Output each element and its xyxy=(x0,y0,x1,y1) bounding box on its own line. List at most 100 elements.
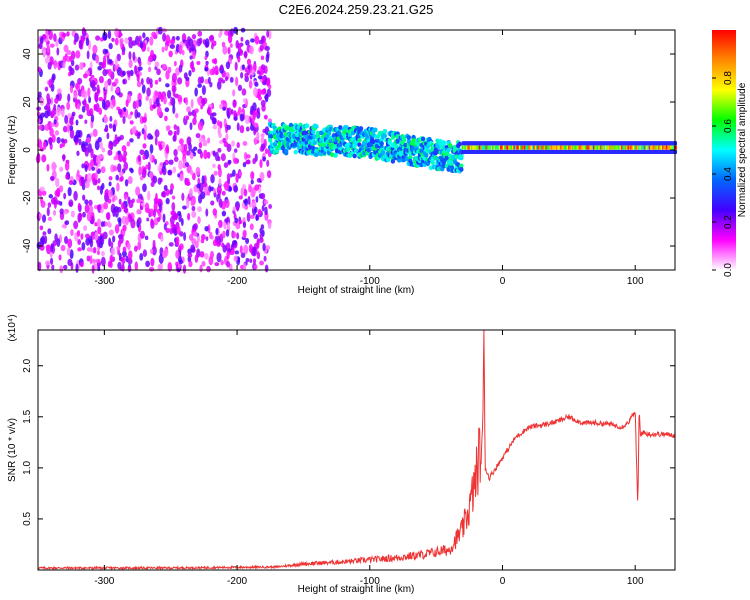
heatmap-cell xyxy=(226,107,230,117)
heatmap-cell xyxy=(157,208,161,216)
heatmap-cell xyxy=(84,164,88,172)
heatmap-cell xyxy=(149,152,153,162)
heatmap-cell xyxy=(170,39,176,45)
heatmap-cell xyxy=(189,122,193,131)
heatmap-cell xyxy=(149,248,154,254)
heatmap-cell xyxy=(249,45,254,55)
heatmap-cell xyxy=(197,177,201,185)
heatmap-cell xyxy=(135,186,141,196)
heatmap-cell xyxy=(161,166,165,173)
heatmap-cell xyxy=(85,37,90,47)
heatmap-cell xyxy=(43,140,47,150)
heatmap-cell xyxy=(201,175,205,185)
heatmap-cell xyxy=(163,95,167,105)
spectrogram-x-axis-label: Height of straight line (km) xyxy=(298,285,415,296)
heatmap-cell xyxy=(154,136,158,146)
heatmap-cell xyxy=(166,89,172,99)
heatmap-cell xyxy=(107,221,111,227)
heatmap-cell xyxy=(224,199,230,208)
colorbar-gradient xyxy=(712,30,736,270)
colorbar-ticks: 0.0 0.2 0.4 0.6 0.8 xyxy=(712,71,734,277)
snr-x-axis-label: Height of straight line (km) xyxy=(298,584,415,595)
spectrogram-y-tick-label: 20 xyxy=(22,96,33,108)
heatmap-cell xyxy=(156,198,162,203)
heatmap-cell xyxy=(167,130,173,136)
heatmap-cell xyxy=(50,110,54,118)
heatmap-cell xyxy=(50,83,55,92)
heatmap-cell xyxy=(160,94,164,103)
heatmap-cell xyxy=(47,202,52,208)
heatmap-cell xyxy=(158,111,164,116)
heatmap-cell xyxy=(231,240,238,245)
heatmap-cell xyxy=(127,176,133,185)
heatmap-cell xyxy=(214,65,219,76)
heatmap-cell xyxy=(53,119,57,125)
heatmap-cell xyxy=(146,46,150,52)
spectrogram-x-tick-label: -200 xyxy=(227,276,247,287)
heatmap-cell xyxy=(136,73,140,83)
heatmap-cell xyxy=(188,69,192,77)
heatmap-cell xyxy=(84,199,89,205)
heatmap-cell xyxy=(134,245,138,252)
snr-y-tick-label: 1.5 xyxy=(22,409,33,423)
heatmap-cell xyxy=(249,258,253,263)
heatmap-cell xyxy=(44,110,49,119)
heatmap-cell xyxy=(194,240,199,249)
heatmap-cell xyxy=(74,32,79,43)
heatmap-cell xyxy=(251,187,256,197)
heatmap-cell xyxy=(92,246,97,254)
heatmap-cell xyxy=(260,133,265,138)
heatmap-cell xyxy=(129,69,134,77)
heatmap-cell xyxy=(149,171,154,178)
heatmap-cell xyxy=(211,42,214,50)
heatmap-cell xyxy=(185,76,190,82)
heatmap-cell xyxy=(374,143,380,149)
heatmap-cell xyxy=(172,87,176,97)
heatmap-cell xyxy=(90,247,94,253)
heatmap-cell xyxy=(245,39,250,46)
heatmap-cell xyxy=(447,143,453,149)
heatmap-cell xyxy=(48,30,54,41)
heatmap-cell xyxy=(203,253,209,260)
heatmap-cell xyxy=(227,34,233,44)
heatmap-cell xyxy=(74,82,79,90)
heatmap-cell xyxy=(205,208,209,217)
heatmap-cell xyxy=(242,161,247,168)
heatmap-cell xyxy=(161,46,165,53)
heatmap-cell xyxy=(204,38,210,48)
heatmap-cell xyxy=(91,166,96,171)
heatmap-cell xyxy=(244,204,249,210)
heatmap-cell xyxy=(233,255,238,262)
heatmap-cell xyxy=(248,243,253,253)
heatmap-cell xyxy=(124,179,129,187)
heatmap-cell xyxy=(168,50,173,58)
heatmap-cell xyxy=(132,51,136,61)
heatmap-cell xyxy=(116,136,121,142)
heatmap-cell xyxy=(131,198,135,203)
heatmap-cell xyxy=(114,37,119,46)
spectrogram-y-tick-label: 0 xyxy=(22,147,33,153)
heatmap-cell xyxy=(41,235,46,246)
heatmap-cell xyxy=(108,181,112,187)
heatmap-cell xyxy=(136,209,141,215)
heatmap-cell xyxy=(103,128,109,133)
heatmap-cell xyxy=(77,238,82,246)
heatmap-cell xyxy=(45,260,51,266)
heatmap-cell xyxy=(125,99,129,108)
heatmap-cell xyxy=(220,99,226,105)
snr-frame xyxy=(37,329,676,571)
heatmap-cell xyxy=(46,163,50,172)
heatmap-cell xyxy=(125,216,129,226)
heatmap-cell xyxy=(69,55,73,62)
heatmap-cell xyxy=(122,246,127,253)
heatmap-cell xyxy=(42,34,47,40)
heatmap-cell xyxy=(226,124,231,131)
heatmap-cell xyxy=(101,61,107,69)
heatmap-cell xyxy=(45,102,51,110)
heatmap-cell xyxy=(154,91,160,97)
heatmap-cell xyxy=(170,96,174,106)
heatmap-cell xyxy=(105,99,111,108)
heatmap-cell xyxy=(223,181,230,191)
heatmap-cell xyxy=(74,64,80,71)
heatmap-cell xyxy=(118,198,122,205)
